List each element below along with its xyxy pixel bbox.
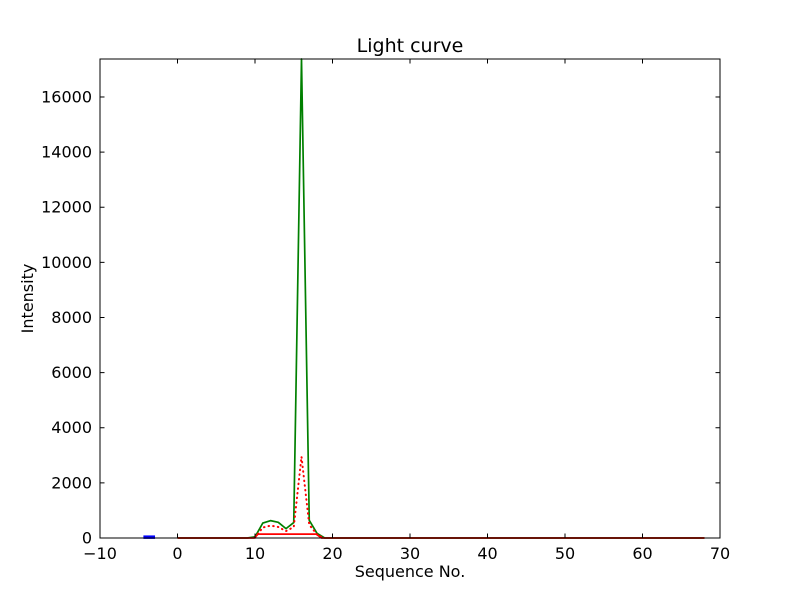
axes-frame [99,58,721,539]
y-tick-label: 14000 [41,143,92,162]
y-tick-label: 16000 [41,87,92,106]
x-axis-label: Sequence No. [355,562,466,581]
y-tick-label: 2000 [51,473,92,492]
series-layer [143,58,705,539]
x-tick-label: 30 [400,544,420,563]
y-axis-label: Intensity [18,264,37,334]
y-tick-label: 10000 [41,253,92,272]
x-tick-label: 70 [710,544,730,563]
y-tick-label: 4000 [51,418,92,437]
chart-title: Light curve [357,35,464,57]
axes-layer [99,58,721,539]
x-tick-label: 40 [477,544,497,563]
x-tick-label: 10 [245,544,265,563]
background-level-red-solid-line [177,533,705,539]
light-curve-red-dotted-line [254,455,325,539]
y-tick-label: 6000 [51,363,92,382]
y-tick-label: 0 [82,529,92,548]
tick-label-layer: −10 0 10 20 30 40 50 60 700200040006000800010000… [41,87,730,563]
x-tick-label: 20 [322,544,342,563]
x-tick-label: 50 [555,544,575,563]
y-tick-label: 12000 [41,198,92,217]
y-tick-label: 8000 [51,308,92,327]
x-tick-label: −10 [83,544,117,563]
x-tick-label: 0 [172,544,182,563]
x-tick-label: 60 [632,544,652,563]
light-curve-green-solid-line [177,58,705,539]
